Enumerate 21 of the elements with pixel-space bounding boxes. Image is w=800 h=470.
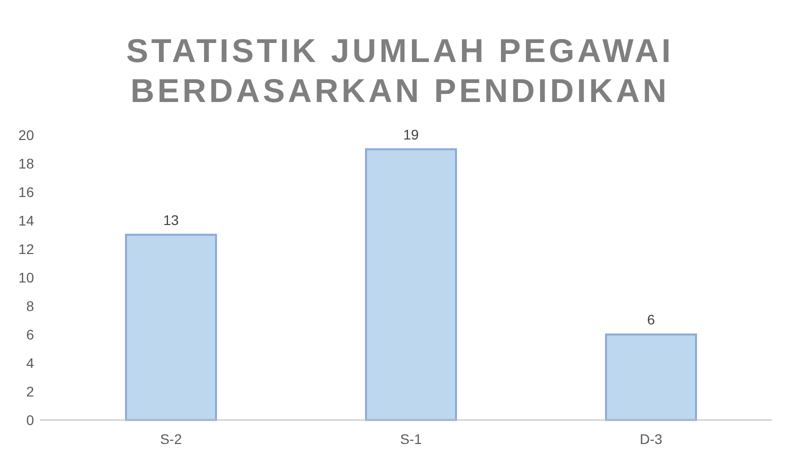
data-label: 19 xyxy=(403,126,419,142)
y-tick-label: 6 xyxy=(26,326,34,342)
bar xyxy=(365,148,457,421)
chart-title: STATISTIK JUMLAH PEGAWAI BERDASARKAN PENDIDIKAN xyxy=(126,32,674,109)
y-tick-label: 18 xyxy=(18,155,34,172)
bar xyxy=(605,334,697,421)
x-tick-label: S-1 xyxy=(400,431,422,447)
y-tick-label: 0 xyxy=(26,412,34,428)
y-tick-label: 2 xyxy=(26,383,34,400)
x-tick-label: D-3 xyxy=(640,431,662,447)
y-tick-label: 10 xyxy=(18,269,34,286)
y-tick-label: 14 xyxy=(18,212,34,228)
y-tick-label: 4 xyxy=(26,354,34,371)
y-tick-label: 12 xyxy=(18,240,34,257)
data-label: 13 xyxy=(163,212,179,228)
x-tick-label: S-2 xyxy=(160,431,182,447)
y-tick-label: 16 xyxy=(18,184,34,200)
y-tick-label: 8 xyxy=(26,298,34,314)
data-label: 6 xyxy=(647,312,656,328)
bar xyxy=(125,234,217,421)
y-tick-label: 20 xyxy=(18,126,34,143)
